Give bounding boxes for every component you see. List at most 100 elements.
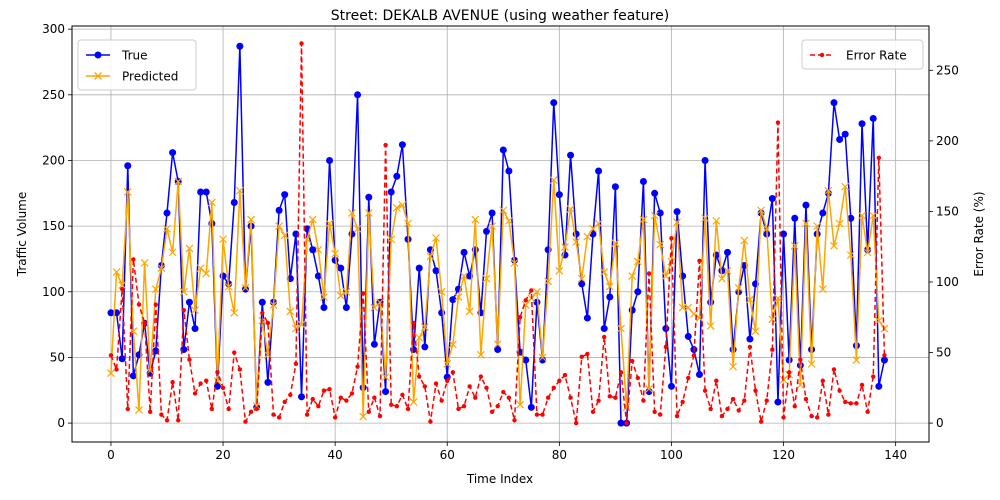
true-point: [617, 419, 625, 427]
predicted-point: [247, 215, 256, 224]
true-point: [522, 356, 530, 364]
predicted-point: [774, 294, 782, 303]
error-point: [607, 394, 612, 399]
predicted-point: [207, 198, 216, 207]
error-point: [422, 384, 428, 389]
predicted-point: [846, 251, 855, 259]
true-point: [791, 214, 799, 222]
y2-tick-label: 100: [936, 275, 959, 289]
error-point: [473, 395, 478, 400]
predicted-point: [566, 205, 575, 213]
legend-true-label: True: [121, 49, 148, 63]
true-point: [482, 227, 490, 235]
error-point: [304, 412, 310, 417]
predicted-point: [577, 274, 586, 283]
predicted-point: [684, 303, 693, 312]
error-point: [215, 370, 220, 375]
error-point: [848, 401, 854, 406]
x-tick-label: 100: [660, 448, 683, 462]
true-point: [398, 141, 406, 149]
predicted-point: [353, 224, 362, 233]
y-tick-label: 50: [50, 350, 65, 364]
predicted-point: [639, 215, 648, 224]
error-point: [445, 378, 450, 383]
true-point: [281, 191, 289, 199]
error-point: [131, 257, 136, 262]
error-point: [136, 302, 142, 307]
true-point: [320, 304, 328, 312]
error-point: [663, 344, 669, 350]
predicted-point: [314, 245, 323, 254]
predicted-point: [286, 307, 295, 316]
true-point: [415, 264, 423, 272]
predicted-point: [174, 177, 183, 186]
predicted-point: [818, 285, 827, 294]
predicted-point: [645, 385, 653, 393]
predicted-point: [712, 216, 721, 225]
error-point: [529, 288, 534, 293]
legend-predicted-label: Predicted: [122, 70, 178, 84]
error-point: [568, 395, 573, 400]
true-point: [124, 162, 132, 170]
error-point: [798, 357, 803, 362]
predicted-point: [151, 285, 160, 294]
true-point: [539, 356, 547, 364]
y2-tick-label: 50: [936, 346, 951, 360]
error-point: [417, 374, 422, 379]
error-point: [456, 406, 461, 412]
true-point: [567, 151, 575, 159]
predicted-point: [219, 235, 227, 244]
predicted-point: [768, 315, 777, 324]
error-point: [293, 361, 299, 367]
true-point: [836, 135, 844, 143]
predicted-point: [852, 356, 861, 364]
error-point: [646, 271, 652, 276]
error-point: [540, 412, 545, 417]
true-point: [578, 280, 586, 288]
true-point: [129, 372, 137, 380]
error-point: [383, 142, 388, 148]
error-point: [288, 392, 293, 398]
predicted-point: [701, 214, 710, 223]
predicted-point: [499, 206, 508, 215]
predicted-point: [790, 241, 799, 250]
error-point: [719, 413, 725, 419]
x-tick-label: 40: [328, 448, 343, 462]
predicted-point: [454, 293, 463, 301]
error-point: [882, 353, 887, 358]
error-point: [837, 388, 842, 393]
error-point: [332, 415, 338, 420]
error-point: [344, 398, 349, 403]
true-point: [595, 167, 603, 175]
true-point: [197, 188, 205, 196]
y-tick-label: 150: [42, 219, 65, 233]
true-point: [314, 272, 322, 280]
y-tick-label: 0: [57, 416, 65, 430]
predicted-point: [729, 362, 738, 371]
predicted-point: [123, 188, 132, 196]
error-point: [209, 406, 215, 412]
true-point: [600, 325, 608, 333]
true-point: [611, 183, 619, 191]
legend-true-marker: [94, 51, 102, 59]
predicted-point: [863, 248, 872, 257]
error-point: [843, 399, 848, 405]
predicted-point: [448, 340, 457, 349]
error-point: [562, 372, 568, 378]
chart-title: Street: DEKALB AVENUE (using weather fea…: [331, 8, 669, 24]
predicted-point: [443, 360, 452, 368]
error-point: [573, 420, 579, 426]
error-point: [349, 391, 355, 396]
predicted-point: [549, 176, 558, 185]
predicted-point: [617, 324, 625, 333]
predicted-point: [723, 266, 732, 275]
error-point: [814, 415, 820, 420]
true-point: [382, 388, 390, 396]
true-point: [628, 306, 636, 314]
predicted-point: [179, 287, 188, 296]
error-point: [831, 367, 837, 372]
true-point: [875, 382, 883, 390]
true-point: [707, 298, 715, 306]
error-point: [478, 374, 484, 379]
